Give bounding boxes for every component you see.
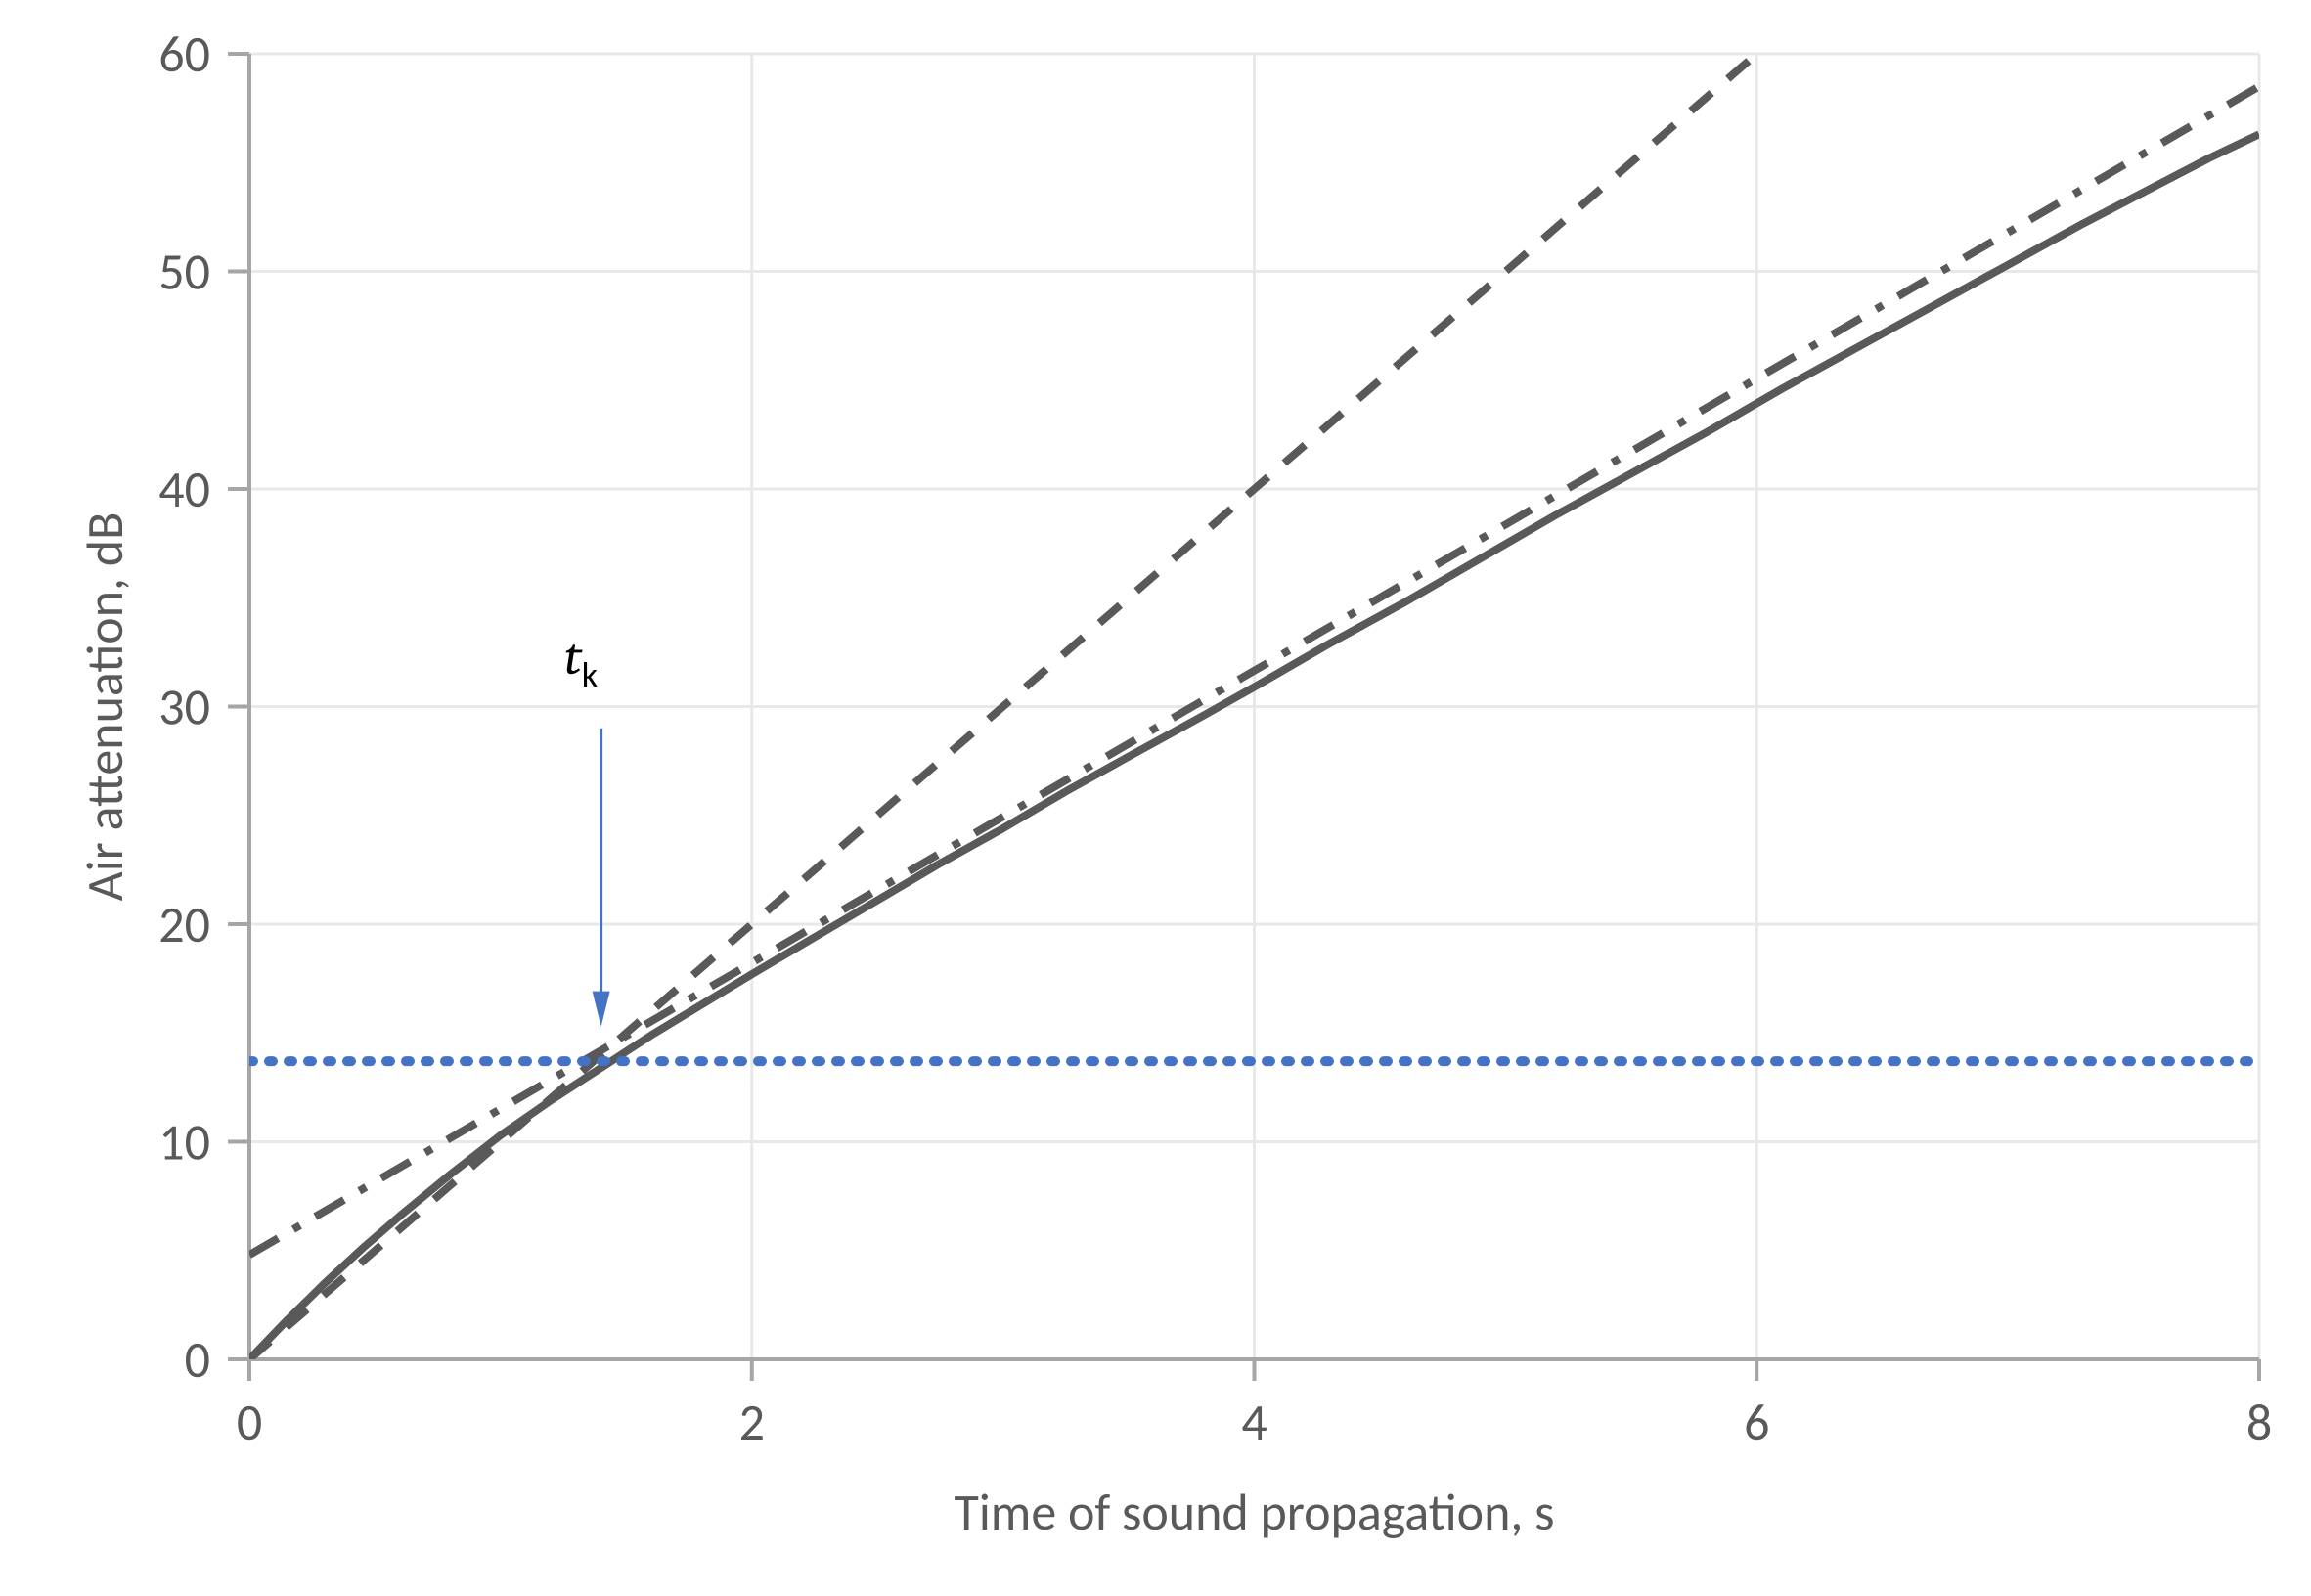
y-tick-label: 60 bbox=[158, 22, 210, 85]
y-tick-label: 50 bbox=[158, 241, 210, 303]
y-axis-label: Air attenuation, dB bbox=[73, 512, 136, 902]
x-tick-label: 8 bbox=[2246, 1391, 2272, 1453]
y-tick-label: 30 bbox=[158, 676, 210, 738]
line-chart: 0 2 4 6 8 Time of sound propagation, s 0 10 20 30… bbox=[0, 0, 2311, 1591]
x-tick-label: 2 bbox=[739, 1391, 765, 1453]
y-tick-label: 20 bbox=[158, 893, 210, 955]
x-axis-label: Time of sound propagation, s bbox=[955, 1481, 1555, 1543]
y-tick-label: 10 bbox=[158, 1111, 210, 1174]
x-tick-label: 4 bbox=[1241, 1391, 1267, 1453]
x-tick-label: 6 bbox=[1744, 1391, 1769, 1453]
y-tick-label: 40 bbox=[158, 458, 210, 520]
y-tick-label: 0 bbox=[185, 1328, 210, 1391]
x-tick-label: 0 bbox=[237, 1391, 262, 1453]
